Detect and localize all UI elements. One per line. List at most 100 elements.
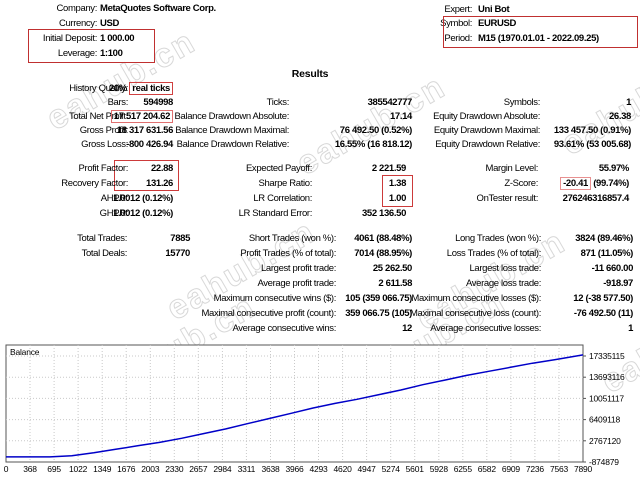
stat-label: Short Trades (won %): (248, 233, 337, 244)
company-value: MetaQuotes Software Corp. (100, 3, 216, 14)
stat-value: 4061 (88.48%) (354, 233, 412, 244)
svg-text:17335115: 17335115 (589, 351, 625, 361)
stat-label: Long Trades (won %): (455, 233, 541, 244)
stat-value: -76 492.50 (11) (573, 308, 634, 319)
stat-label: Equity Drawdown Absolute: (433, 111, 540, 122)
stat-label: Ticks: (266, 97, 290, 108)
svg-text:7890: 7890 (574, 464, 593, 474)
stat-label: Recovery Factor: (61, 178, 128, 189)
stat-label: Maximum consecutive losses ($): (411, 293, 541, 304)
svg-text:1676: 1676 (117, 464, 136, 474)
stat-label: LR Standard Error: (238, 208, 313, 219)
stat-value: 17.14 (389, 111, 412, 122)
stat-value: 1.0012 (0.12%) (112, 193, 173, 204)
stat-value: -20.41 (99.74%) (560, 177, 629, 190)
table-row: Maximal consecutive profit (count): 359 0… (0, 308, 640, 320)
svg-text:3638: 3638 (261, 464, 280, 474)
table-row: GHPR: 1.0012 (0.12%) LR Standard Error: 35… (0, 208, 640, 220)
svg-text:7236: 7236 (526, 464, 545, 474)
stat-value: 359 066.75 (105) (345, 308, 412, 319)
stat-value: 1.38 (388, 178, 406, 189)
stat-label: History Quality: (69, 83, 128, 94)
stat-value: 17 517 204.62 (110, 110, 173, 123)
svg-text:0: 0 (4, 464, 9, 474)
total-net-profit-highlight: 17 517 204.62 (110, 110, 173, 123)
svg-text:5274: 5274 (382, 464, 401, 474)
company-label: Company: (56, 3, 98, 14)
svg-text:1022: 1022 (69, 464, 88, 474)
svg-text:6409118: 6409118 (589, 415, 621, 425)
stat-value: 12 (402, 323, 412, 334)
table-row: Average profit trade: 2 611.58 Average lo… (0, 278, 640, 290)
stat-label: Average loss trade: (465, 278, 541, 289)
stat-label: Loss Trades (% of total): (446, 248, 542, 259)
svg-text:6909: 6909 (502, 464, 521, 474)
currency-value: USD (100, 18, 120, 29)
svg-text:2984: 2984 (213, 464, 232, 474)
stat-value: 7885 (170, 233, 190, 244)
svg-text:2767120: 2767120 (589, 436, 621, 446)
stat-label: Largest loss trade: (469, 263, 541, 274)
stat-value: 76 492.50 (0.52%) (339, 125, 413, 136)
svg-text:2330: 2330 (165, 464, 184, 474)
table-row: History Quality: 20% real ticks (0, 82, 640, 95)
stat-value: 594998 (143, 97, 173, 108)
stat-label: Balance Drawdown Absolute: (174, 111, 290, 122)
table-row: Total Trades: 7885 Short Trades (won %): 4… (0, 233, 640, 245)
stat-label: Average consecutive losses: (430, 323, 541, 334)
real-ticks-highlight: real ticks (129, 82, 173, 95)
stat-value: 15770 (165, 248, 190, 259)
leverage-label: Leverage: (57, 48, 97, 59)
stat-value: 20% real ticks (109, 82, 173, 95)
svg-text:2657: 2657 (189, 464, 208, 474)
stat-value: 276246316857.4 (562, 193, 630, 204)
svg-text:2003: 2003 (141, 464, 160, 474)
stat-value: 133 457.50 (0.91%) (553, 125, 632, 136)
stat-label: Sharpe Ratio: (258, 178, 312, 189)
stat-label: Balance Drawdown Relative: (176, 139, 290, 150)
stat-value: 385542777 (367, 97, 413, 108)
stat-label: Equity Drawdown Relative: (435, 139, 540, 150)
stat-label: Largest profit trade: (260, 263, 336, 274)
stat-value: 1.0012 (0.12%) (112, 208, 173, 219)
stat-value: 25 262.50 (372, 263, 412, 274)
stat-value: 2 611.58 (378, 278, 412, 289)
stat-label: Total Trades: (77, 233, 127, 244)
stat-value: 352 136.50 (361, 208, 406, 219)
stat-value: 55.97% (598, 163, 629, 174)
stat-label: Margin Level: (485, 163, 539, 174)
symbol-value: EURUSD (478, 18, 517, 29)
stat-label: Total Deals: (81, 248, 128, 259)
svg-text:10051117: 10051117 (589, 393, 624, 403)
stat-value: 2 221.59 (371, 163, 407, 174)
table-row: Profit Factor: 22.88 Expected Payoff: 2 22… (0, 163, 640, 175)
stat-value: 12 (-38 577.50) (573, 293, 633, 304)
stat-label: Maximal consecutive profit (count): (201, 308, 336, 319)
svg-text:7563: 7563 (550, 464, 569, 474)
stat-label: Z-Score: (504, 178, 538, 189)
stat-value: 1 (628, 323, 633, 334)
stat-value: 7014 (88.95%) (354, 248, 412, 259)
stat-label: Gross Profit: (79, 125, 129, 136)
stat-value: 1 (626, 97, 631, 108)
stat-value: 105 (359 066.75) (345, 293, 412, 304)
table-row: Maximum consecutive wins ($): 105 (359 06… (0, 293, 640, 305)
table-row: Total Deals: 15770 Profit Trades (% of to… (0, 248, 640, 260)
stat-label: GHPR: (99, 208, 129, 219)
svg-text:13693116: 13693116 (589, 372, 625, 382)
table-row: Bars: 594998 Ticks: 385542777 Symbols: 1 (0, 97, 640, 109)
svg-text:-874879: -874879 (589, 457, 619, 467)
svg-text:4620: 4620 (334, 464, 353, 474)
svg-text:4293: 4293 (309, 464, 328, 474)
svg-text:695: 695 (47, 464, 61, 474)
svg-text:1349: 1349 (93, 464, 112, 474)
stat-label: AHPR: (100, 193, 129, 204)
leverage-value: 1:100 (100, 48, 123, 59)
table-row: Gross Profit: 18 317 631.56 Balance Drawd… (0, 125, 640, 137)
stat-label: Total Net Profit: (69, 111, 128, 122)
svg-text:3966: 3966 (285, 464, 304, 474)
stat-label: Maximal consecutive loss (count): (409, 308, 541, 319)
stat-value: 22.88 (150, 163, 173, 174)
expert-value: Uni Bot (478, 4, 510, 15)
stat-value: 18 317 631.56 (116, 125, 174, 136)
